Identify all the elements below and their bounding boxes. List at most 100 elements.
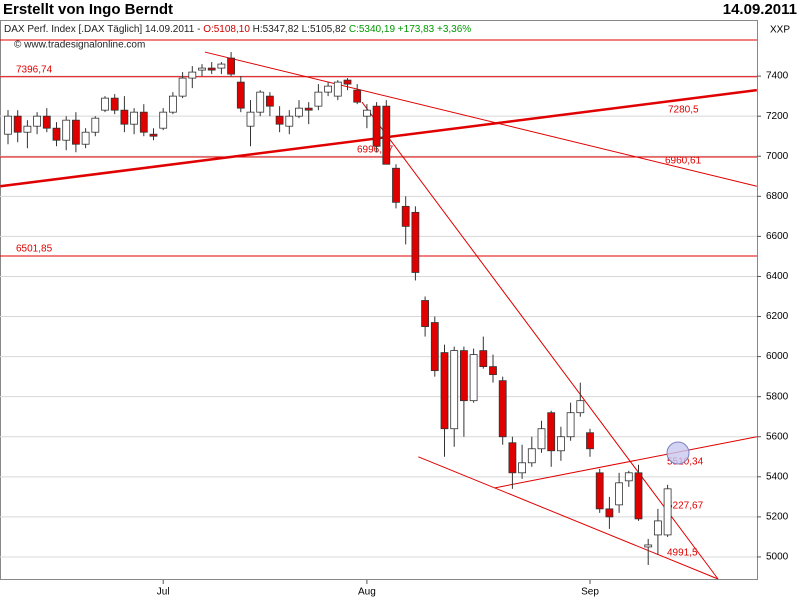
candle-body [275,115,284,125]
candle-body [246,111,255,127]
candle-body [33,115,41,127]
candle-body [362,109,371,117]
x-tick-label: Sep [581,587,599,598]
axis-label: XXP [770,25,790,36]
candle-body [479,350,488,368]
candle-body [285,115,294,127]
candle-body [256,91,265,113]
candle-body [401,205,410,227]
trendline-label: 7280,5 [668,105,699,116]
y-tick-label: 6600 [766,231,789,242]
candle-body [430,322,439,372]
plot-border [0,20,758,580]
candle-body [624,472,633,482]
y-tick-label: 6000 [766,351,789,362]
y-tick-label: 6400 [766,271,789,282]
candle-body [498,380,507,438]
candle-body [120,109,129,125]
x-tick-label: Jul [157,587,170,598]
y-tick-label: 7200 [766,111,789,122]
y-tick-label: 5000 [766,552,789,563]
candle-body [566,412,575,438]
info-part: C:5340,19 +173,83 +3,36% [349,24,471,35]
candle-body [450,350,459,430]
y-tick-label: 5200 [766,512,789,523]
candle-body [217,63,226,69]
candle-body [42,115,51,129]
candle-body [295,107,303,117]
trendline [494,436,757,489]
candle-body [62,119,71,141]
candle-body [518,462,526,474]
candle-body [198,67,206,71]
candle-body [149,133,158,137]
candle-body [343,79,352,85]
candle-body [207,67,216,71]
candle-body [489,366,497,376]
candle-body [72,119,80,145]
candle-body [557,436,565,452]
candle-body [586,432,594,450]
y-tick-label: 5800 [766,391,789,402]
y-tick-label: 7400 [766,71,789,82]
trendline [204,51,757,187]
trendline-label: 4991,5 [667,548,698,559]
trendline [418,456,719,580]
candle-body [227,57,236,75]
candle-body [13,115,22,133]
candle-body [440,352,449,430]
level-label: 7396,74 [16,64,53,75]
candle-body [130,111,139,125]
candle-body [324,85,333,93]
info-part: DAX Perf. Index [.DAX Täglich] 14.09.201… [4,24,203,35]
trendline-label: 5227,67 [667,501,704,512]
info-part: O:5108,10 [203,24,252,35]
y-tick-label: 6800 [766,191,789,202]
candle-body [4,115,12,135]
candle-body [139,111,148,133]
candle-body [382,105,391,165]
candle-body [547,412,556,452]
candle-body [654,520,662,536]
candle-body [265,95,274,107]
candle-body [469,354,478,402]
candle-body [81,131,90,145]
candle-body [421,300,430,327]
trendline-label: 6960,61 [665,156,702,167]
candle-body [159,111,168,129]
candle-body [101,97,109,111]
y-tick-label: 5600 [766,431,789,442]
candle-body [314,91,323,107]
date: 14.09.2011 [723,1,797,18]
candle-body [168,95,177,113]
candle-body [304,107,313,111]
trendline [361,101,719,580]
candle-body [392,167,400,203]
candle-body [576,400,585,414]
candle-body [333,81,342,97]
candle-body [508,442,517,474]
info-line: DAX Perf. Index [.DAX Täglich] 14.09.201… [4,24,471,35]
candle-body [663,488,672,536]
trendline-label: 5510,34 [667,457,704,468]
info-part: H:5347,82 [253,24,302,35]
candle-body [615,482,623,506]
candle-body [527,448,536,464]
candle-body [634,472,643,520]
candle-body [91,117,100,133]
candle-body [537,428,546,450]
copyright: © www.tradesignalonline.com [14,40,145,51]
candle-body [459,350,468,402]
candle-body [178,77,187,97]
candle-body [52,127,61,141]
level-label: 6996,17 [357,145,394,156]
candle-body [236,81,245,109]
level-label: 6501,85 [16,244,53,255]
candle-body [353,89,362,103]
candle-body [644,544,653,548]
chart-title: Erstellt von Ingo Berndt [3,1,173,18]
info-part: L:5105,82 [302,24,349,35]
candle-body [595,472,604,510]
